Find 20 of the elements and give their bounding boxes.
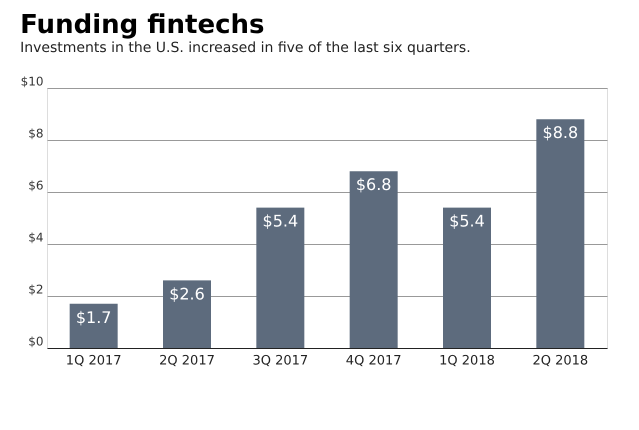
y-tick-label: $10 — [20, 74, 44, 88]
chart-title: Funding fintechs — [20, 10, 265, 40]
x-tick-label: 1Q 2017 — [66, 354, 122, 368]
data-label: $6.8 — [356, 175, 392, 194]
chart-subtitle: Investments in the U.S. increased in five of the last six quarters. — [20, 40, 471, 56]
x-tick-label: 3Q 2017 — [252, 354, 308, 368]
data-label: $8.8 — [542, 123, 578, 142]
y-tick-label: $0 — [28, 334, 44, 348]
y-tick-label: $4 — [28, 230, 44, 244]
data-label: $5.4 — [449, 212, 485, 231]
x-tick-label: 2Q 2017 — [159, 354, 215, 368]
data-label: $5.4 — [262, 212, 298, 231]
x-tick-label: 2Q 2018 — [532, 354, 588, 368]
y-tick-label: $6 — [28, 178, 44, 192]
x-tick-label: 4Q 2017 — [346, 354, 402, 368]
y-tick-label: $2 — [28, 282, 44, 296]
data-label: $2.6 — [169, 284, 205, 304]
data-label: $1.7 — [76, 308, 112, 327]
x-tick-label: 1Q 2018 — [439, 354, 495, 368]
y-tick-label: $8 — [28, 126, 44, 140]
